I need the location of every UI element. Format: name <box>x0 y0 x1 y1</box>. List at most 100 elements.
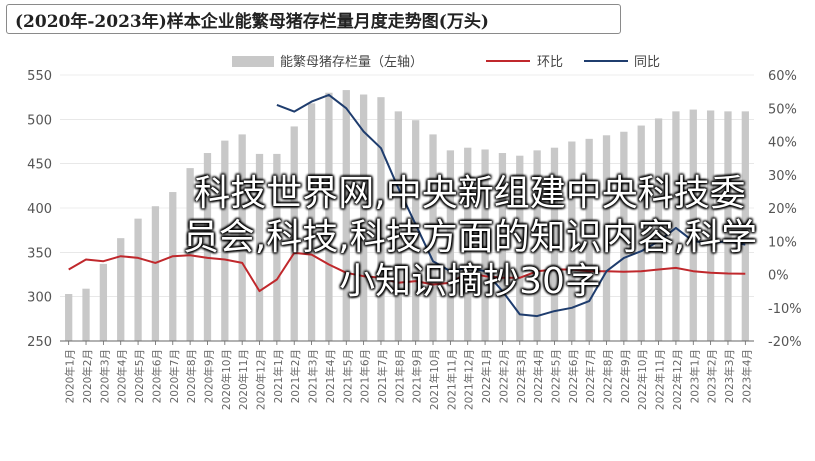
watermark-overlay-text: 科技世界网,中央新组建中央科技委员会,科技,科技方面的知识内容,科学小知识摘抄3… <box>182 173 758 302</box>
bar <box>706 110 715 341</box>
bar <box>602 135 611 341</box>
left-axis-tick-label: 450 <box>27 158 52 173</box>
bar <box>238 134 246 341</box>
x-tick-label: 2020年7月 <box>168 349 181 403</box>
bar <box>689 109 697 341</box>
x-tick-label: 2022年2月 <box>497 349 510 403</box>
x-tick-label: 2022年8月 <box>602 349 615 403</box>
x-tick-label: 2020年10月 <box>220 349 233 410</box>
x-tick-label: 2021年6月 <box>359 349 372 403</box>
bar <box>221 140 229 341</box>
x-tick-label: 2020年3月 <box>98 349 111 403</box>
legend: 能繁母猪存栏量（左轴） 环比 同比 <box>232 54 660 70</box>
right-axis-tick-label: 40% <box>768 136 797 151</box>
bar <box>203 153 212 341</box>
x-tick-label: 2021年1月 <box>272 349 285 403</box>
x-tick-label: 2020年4月 <box>116 349 129 403</box>
legend-label: 同比 <box>634 55 660 70</box>
bar <box>359 94 368 341</box>
x-tick-label: 2022年9月 <box>619 349 632 403</box>
bar <box>724 111 732 341</box>
right-axis-tick-label: 60% <box>768 69 797 84</box>
x-tick-label: 2020年11月 <box>237 349 250 410</box>
right-axis-tick-label: -20% <box>768 335 802 350</box>
left-axis-tick-label: 500 <box>27 113 52 128</box>
x-tick-label: 2022年7月 <box>584 349 597 403</box>
x-tick-label: 2022年12月 <box>671 349 684 410</box>
right-axis-tick-label: -10% <box>768 302 802 317</box>
line-环比 <box>68 251 746 293</box>
x-tick-label: 2022年6月 <box>567 349 580 403</box>
bar <box>117 238 125 341</box>
x-tick-label: 2021年2月 <box>289 349 302 403</box>
bar <box>255 153 264 341</box>
x-tick-label: 2023年3月 <box>723 349 736 403</box>
right-axis-tick-label: 0% <box>768 269 789 284</box>
right-axis-tick-label: 20% <box>768 202 797 217</box>
left-axis-tick-label: 550 <box>27 69 52 84</box>
x-tick-label: 2022年3月 <box>515 349 528 403</box>
bar <box>307 103 316 341</box>
x-tick-label: 2023年2月 <box>706 349 719 403</box>
x-tick-label: 2022年10月 <box>636 349 649 410</box>
bar <box>99 263 108 341</box>
bar <box>82 288 90 341</box>
bar <box>394 111 402 341</box>
bar <box>464 147 472 341</box>
x-tick-label: 2022年4月 <box>532 349 545 403</box>
x-tick-label: 2020年5月 <box>133 349 146 403</box>
x-tick-label: 2021年10月 <box>428 349 441 410</box>
x-tick-label: 2021年11月 <box>445 349 458 410</box>
bar <box>498 153 507 341</box>
left-axis-tick-label: 350 <box>27 246 52 261</box>
x-tick-label: 2020年1月 <box>64 349 77 403</box>
x-tick-label: 2020年9月 <box>202 349 215 403</box>
x-tick-label: 2021年7月 <box>376 349 389 403</box>
bar <box>654 118 663 342</box>
bar <box>481 149 489 341</box>
x-tick-label: 2021年5月 <box>341 349 354 403</box>
axes: 250 300 350 400 450 500 550 -20% -10% 0% 10% 20% 30%… <box>27 69 801 410</box>
left-axis-tick-label: 250 <box>27 335 52 350</box>
bar <box>429 134 437 341</box>
chart-title: (2020年-2023年)样本企业能繁母猪存栏量月度走势图(万头) <box>6 4 621 34</box>
x-tick-label: 2021年8月 <box>393 349 406 403</box>
legend-label: 能繁母猪存栏量（左轴） <box>280 54 423 70</box>
bar <box>342 90 350 341</box>
line-series <box>68 93 746 318</box>
bar <box>446 150 455 341</box>
x-tick-label: 2020年12月 <box>255 349 268 410</box>
bar <box>741 111 749 341</box>
bar <box>412 120 420 341</box>
left-axis-tick-label: 300 <box>27 291 52 306</box>
legend-label: 环比 <box>537 55 563 70</box>
x-tick-label: 2021年12月 <box>463 349 476 410</box>
x-tick-label: 2022年1月 <box>480 349 493 403</box>
x-tick-label: 2021年9月 <box>411 349 424 403</box>
right-axis-tick-label: 30% <box>768 169 797 184</box>
line-同比 <box>276 93 746 318</box>
bar <box>290 126 298 341</box>
left-axis-tick-label: 400 <box>27 202 52 217</box>
x-tick-label: 2021年4月 <box>324 349 337 403</box>
x-tick-label: 2022年11月 <box>654 349 667 410</box>
bar <box>516 155 524 341</box>
x-tick-label: 2021年3月 <box>307 349 320 403</box>
bar <box>65 294 73 341</box>
bar <box>134 218 142 341</box>
legend-swatch-bar <box>232 56 274 67</box>
bar <box>169 192 177 341</box>
bar <box>620 131 628 341</box>
right-axis-tick-label: 10% <box>768 235 797 250</box>
x-tick-label: 2022年5月 <box>549 349 562 403</box>
bar <box>550 147 559 341</box>
bar <box>533 150 541 341</box>
bar <box>568 141 576 341</box>
bar <box>377 97 385 342</box>
x-tick-label: 2023年4月 <box>740 349 753 403</box>
bar <box>325 92 333 341</box>
x-tick-label: 2020年8月 <box>185 349 198 403</box>
bar <box>637 125 645 341</box>
right-axis-tick-label: 50% <box>768 102 797 117</box>
